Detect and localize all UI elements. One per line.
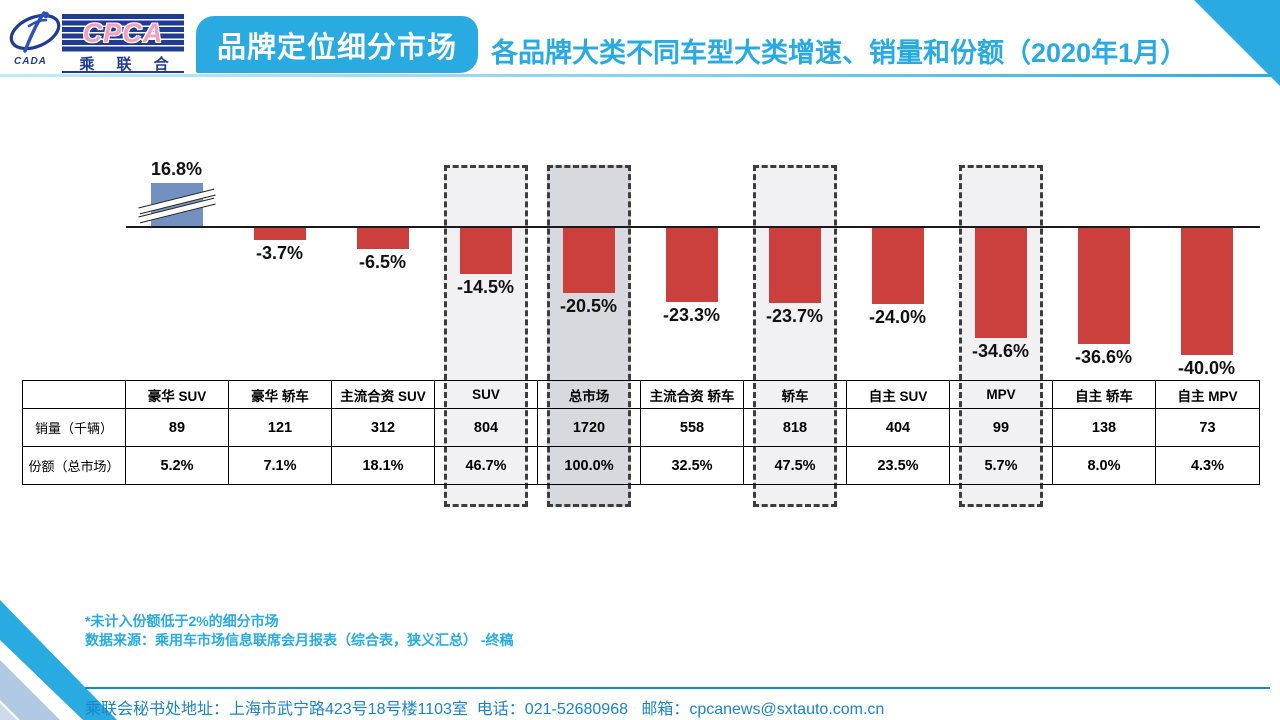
table-share-豪华 SUV: 5.2% (126, 447, 229, 484)
bar-value-label: -6.5% (358, 252, 407, 272)
bar-value-label: 16.8% (150, 159, 203, 179)
corner-decoration-bottom-left (0, 600, 117, 720)
table-header-主流合资 SUV: 主流合资 SUV (332, 381, 435, 409)
table-header-自主 MPV: 自主 MPV (1156, 381, 1259, 409)
table-rowlabel-sales: 销量（千辆） (23, 409, 126, 447)
table-header-SUV: SUV (435, 381, 538, 409)
table-share-豪华 轿车: 7.1% (229, 447, 332, 484)
bar-value-label: -3.7% (255, 243, 304, 263)
table-header-MPV: MPV (950, 381, 1053, 409)
bar-value-label: -40.0% (1177, 358, 1236, 378)
table-sales-主流合资 SUV: 312 (332, 409, 435, 447)
table-header-自主 SUV: 自主 SUV (847, 381, 950, 409)
logo-cpca-label: CPCA (82, 17, 164, 48)
bar-自主 轿车 (1077, 228, 1130, 344)
bar-value-label: -14.5% (456, 277, 515, 297)
table-share-总市场: 100.0% (538, 447, 641, 484)
slide-title: 品牌定位细分市场 (216, 31, 457, 64)
header-divider (0, 74, 1280, 77)
bar-豪华 轿车 (253, 228, 306, 240)
bar-MPV (974, 228, 1027, 338)
highlight-box-总市场 (546, 165, 631, 507)
table-header-总市场: 总市场 (538, 381, 641, 409)
footer-contact: 乘联会秘书处地址：上海市武宁路423号18号楼1103室 电话：021-5268… (85, 701, 885, 718)
logo-cn-label: 乘 联 合 (79, 56, 178, 73)
table-share-主流合资 轿车: 32.5% (641, 447, 744, 484)
footnote-line1: *未计入份额低于2%的细分市场 (85, 613, 279, 629)
bar-自主 MPV (1180, 228, 1233, 355)
slide-title-box: 品牌定位细分市场 (196, 16, 478, 73)
bar-value-label: -23.7% (765, 306, 824, 326)
bar-value-label: -23.3% (662, 305, 721, 325)
table-share-SUV: 46.7% (435, 447, 538, 484)
table-share-轿车: 47.5% (744, 447, 847, 484)
table-sales-MPV: 99 (950, 409, 1053, 447)
table-sales-自主 轿车: 138 (1053, 409, 1156, 447)
highlight-box-SUV (443, 165, 528, 507)
corner-decoration-top-right (1194, 0, 1280, 86)
slide-subtitle: 各品牌大类不同车型大类增速、销量和份额（2020年1月） (491, 38, 1188, 68)
table-share-自主 轿车: 8.0% (1053, 447, 1156, 484)
table-sales-自主 SUV: 404 (847, 409, 950, 447)
logo-underline (62, 71, 184, 73)
table-sales-自主 MPV: 73 (1156, 409, 1259, 447)
logo-cpca-box: CPCA (62, 14, 184, 52)
footer-divider (85, 687, 1270, 689)
cpca-logo: CADA CPCA 乘 联 合 (6, 4, 192, 74)
table-header-自主 轿车: 自主 轿车 (1053, 381, 1156, 409)
footnote-line2: 数据来源：乘用车市场信息联席会月报表（综合表，狭义汇总） -终稿 (85, 632, 514, 648)
zero-axis-line (126, 226, 1260, 228)
table-sales-主流合资 轿车: 558 (641, 409, 744, 447)
table-sales-豪华 SUV: 89 (126, 409, 229, 447)
table-rowlabel-share: 份额（总市场） (23, 447, 126, 484)
cpca-swoosh-icon (9, 11, 61, 53)
bar-轿车 (768, 228, 821, 303)
bar-value-label: -24.0% (868, 307, 927, 327)
table-share-主流合资 SUV: 18.1% (332, 447, 435, 484)
bar-value-label: -34.6% (971, 341, 1030, 361)
bar-总市场 (562, 228, 615, 293)
highlight-box-轿车 (752, 165, 837, 507)
table-sales-SUV: 804 (435, 409, 538, 447)
logo-cada-label: CADA (14, 56, 47, 67)
table-sales-总市场: 1720 (538, 409, 641, 447)
bar-value-label: -36.6% (1074, 347, 1133, 367)
bar-value-label: -20.5% (559, 296, 618, 316)
bar-SUV (459, 228, 512, 274)
table-share-自主 MPV: 4.3% (1190, 457, 1225, 474)
bar-主流合资 SUV (356, 228, 409, 249)
table-header-轿车: 轿车 (744, 381, 847, 409)
table-share-MPV: 5.7% (950, 447, 1053, 484)
table-sales-轿车: 818 (744, 409, 847, 447)
table-corner-cell (23, 381, 126, 409)
table-header-豪华 轿车: 豪华 轿车 (229, 381, 332, 409)
table-share-自主 SUV: 23.5% (847, 447, 950, 484)
bar-主流合资 轿车 (665, 228, 718, 302)
sales-share-table: 豪华 SUV 豪华 轿车 主流合资 SUV SUV 总市场 主流合资 轿车 轿车 自主 SUV… (22, 380, 1260, 485)
table-sales-豪华 轿车: 121 (229, 409, 332, 447)
table-header-主流合资 轿车: 主流合资 轿车 (641, 381, 744, 409)
footnotes: *未计入份额低于2%的细分市场 数据来源：乘用车市场信息联席会月报表（综合表，狭… (85, 612, 514, 650)
table-header-豪华 SUV: 豪华 SUV (126, 381, 229, 409)
bar-自主 SUV (871, 228, 924, 304)
